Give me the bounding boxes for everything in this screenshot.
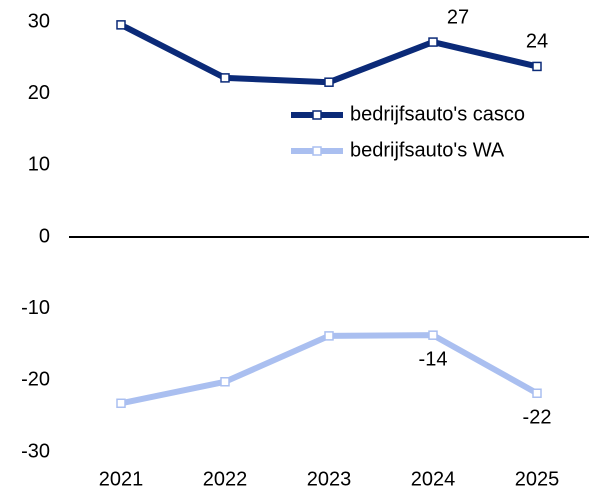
x-tick-label: 2023: [307, 468, 352, 490]
legend-label: bedrijfsauto's casco: [350, 103, 525, 125]
point-marker: [428, 37, 438, 47]
legend-marker: [312, 110, 322, 120]
data-label: -22: [523, 407, 552, 429]
x-tick-label: 2024: [411, 468, 456, 490]
legend-marker: [312, 146, 322, 156]
legend-label: bedrijfsauto's WA: [350, 139, 505, 161]
data-label: -14: [419, 348, 448, 370]
point-marker: [324, 77, 334, 87]
y-tick-label: -30: [21, 440, 50, 462]
series-line: [120, 332, 539, 407]
y-tick-label: 0: [39, 225, 50, 247]
y-tick-label: 10: [28, 154, 50, 176]
point-marker: [116, 398, 126, 409]
y-tick-label: -10: [21, 297, 50, 319]
series-line: [119, 22, 538, 86]
y-tick-label: -20: [21, 369, 50, 391]
x-tick-label: 2022: [203, 468, 248, 490]
y-tick-label: 30: [28, 10, 50, 32]
x-tick-label: 2025: [515, 468, 560, 490]
point-marker: [220, 377, 230, 387]
point-marker: [116, 20, 126, 30]
point-marker: [428, 330, 438, 340]
point-marker: [532, 388, 542, 398]
data-label: 27: [447, 6, 469, 28]
point-marker: [532, 61, 542, 72]
x-tick-label: 2021: [99, 468, 144, 490]
y-tick-label: 20: [28, 82, 50, 104]
point-marker: [324, 331, 334, 341]
data-label: 24: [526, 31, 548, 53]
point-marker: [220, 73, 230, 83]
